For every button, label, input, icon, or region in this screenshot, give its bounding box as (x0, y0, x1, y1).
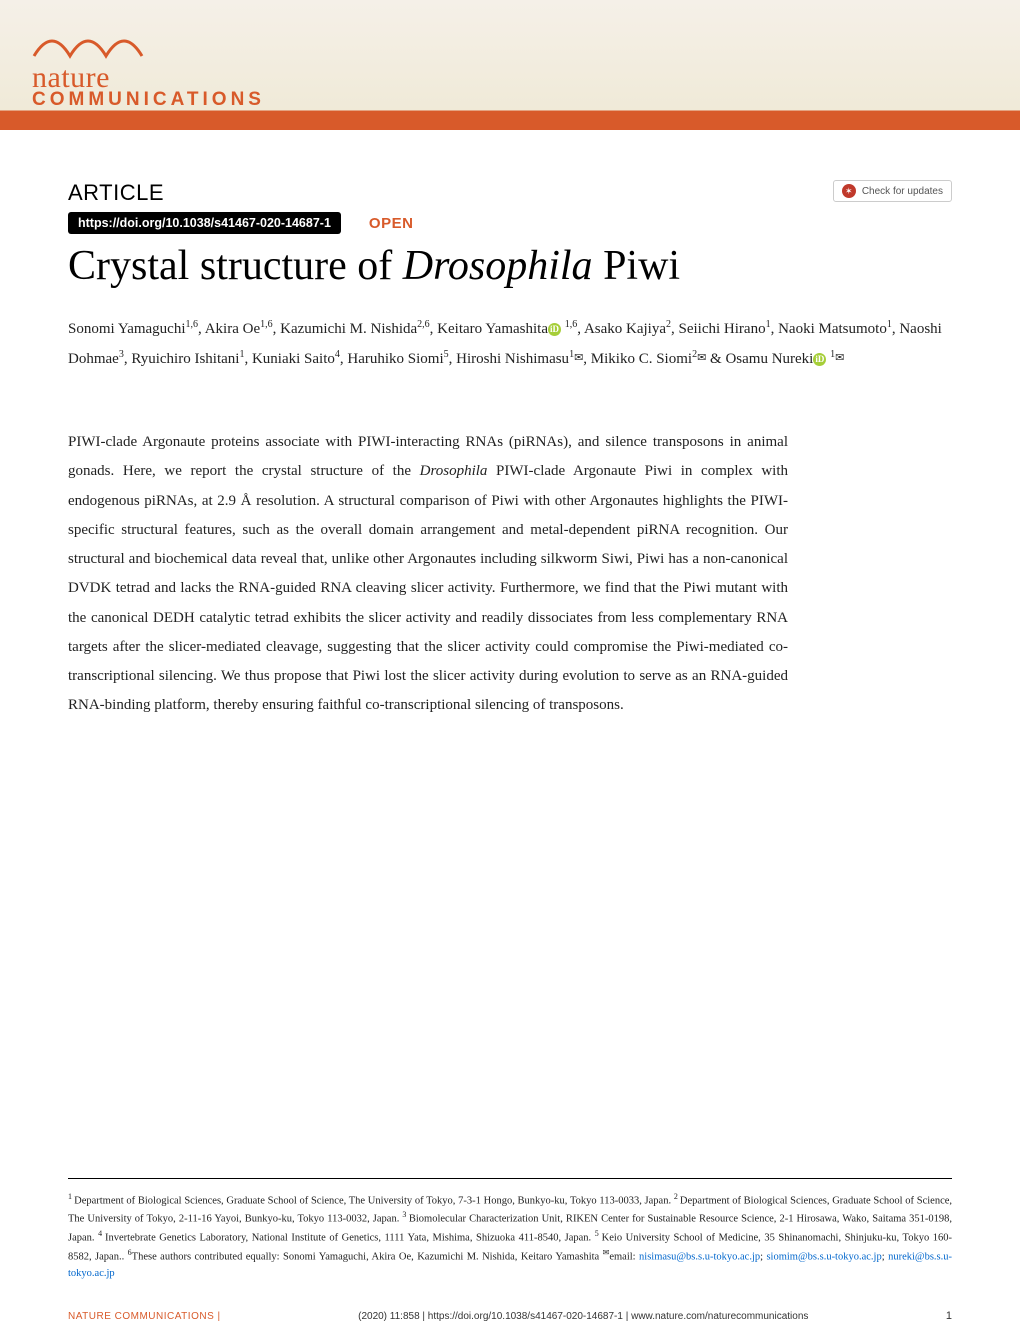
author: Sonomi Yamaguchi (68, 321, 186, 337)
author-list: Sonomi Yamaguchi1,6, Akira Oe1,6, Kazumi… (68, 314, 952, 374)
open-access-badge: OPEN (369, 215, 414, 232)
abstract-text: PIWI-clade Argonaute Piwi in complex wit… (68, 463, 788, 713)
check-updates-icon: ✶ (842, 184, 856, 198)
author: Naoki Matsumoto (778, 321, 887, 337)
orcid-icon[interactable]: iD (813, 353, 826, 366)
author: Mikiko C. Siomi (591, 351, 692, 367)
journal-name-bottom: COMMUNICATIONS (32, 89, 988, 111)
author: Ryuichiro Ishitani (131, 351, 239, 367)
doi-row: https://doi.org/10.1038/s41467-020-14687… (68, 212, 952, 234)
mail-icon: ✉ (697, 352, 706, 364)
author: Akira Oe (205, 321, 260, 337)
doi-link[interactable]: https://doi.org/10.1038/s41467-020-14687… (68, 212, 341, 234)
author: Haruhiko Siomi (347, 351, 443, 367)
affil: Invertebrate Genetics Laboratory, Nation… (105, 1233, 595, 1244)
article-content: ARTICLE ✶ Check for updates https://doi.… (0, 130, 1020, 721)
corresponding-email[interactable]: nisimasu@bs.s.u-tokyo.ac.jp (639, 1251, 760, 1262)
footer-citation: (2020) 11:858 | https://doi.org/10.1038/… (358, 1311, 808, 1322)
abstract: PIWI-clade Argonaute proteins associate … (68, 428, 788, 721)
orcid-icon[interactable]: iD (548, 323, 561, 336)
email-label: email: (609, 1251, 639, 1262)
mail-icon: ✉ (835, 352, 844, 364)
footer-journal: NATURE COMMUNICATIONS | (68, 1311, 221, 1322)
corresponding-email[interactable]: siomim@bs.s.u-tokyo.ac.jp (766, 1251, 881, 1262)
author: Hiroshi Nishimasu (456, 351, 569, 367)
author: Kuniaki Saito (252, 351, 335, 367)
affil: These authors contributed equally: Sonom… (132, 1251, 603, 1262)
mail-icon: ✉ (574, 352, 583, 364)
logo-wave-icon (32, 18, 162, 60)
check-updates-button[interactable]: ✶ Check for updates (833, 180, 952, 202)
author: Keitaro Yamashita (437, 321, 548, 337)
article-title: Crystal structure of Drosophila Piwi (68, 242, 952, 290)
check-updates-label: Check for updates (862, 186, 943, 197)
title-pre: Crystal structure of (68, 243, 403, 289)
author: Osamu Nureki (725, 351, 813, 367)
author: Kazumichi M. Nishida (280, 321, 417, 337)
page-footer: NATURE COMMUNICATIONS | (2020) 11:858 | … (68, 1310, 952, 1322)
abstract-italic: Drosophila (420, 463, 488, 479)
article-header-row: ARTICLE ✶ Check for updates (68, 180, 952, 206)
article-type-label: ARTICLE (68, 180, 164, 206)
title-post: Piwi (593, 243, 681, 289)
affil: Department of Biological Sciences, Gradu… (74, 1195, 674, 1206)
affiliations: 1 Department of Biological Sciences, Gra… (68, 1178, 952, 1282)
author: Seiichi Hirano (679, 321, 766, 337)
author: Asako Kajiya (584, 321, 666, 337)
footer-page-number: 1 (946, 1310, 952, 1322)
title-italic: Drosophila (403, 243, 593, 289)
journal-header: nature COMMUNICATIONS (0, 0, 1020, 130)
